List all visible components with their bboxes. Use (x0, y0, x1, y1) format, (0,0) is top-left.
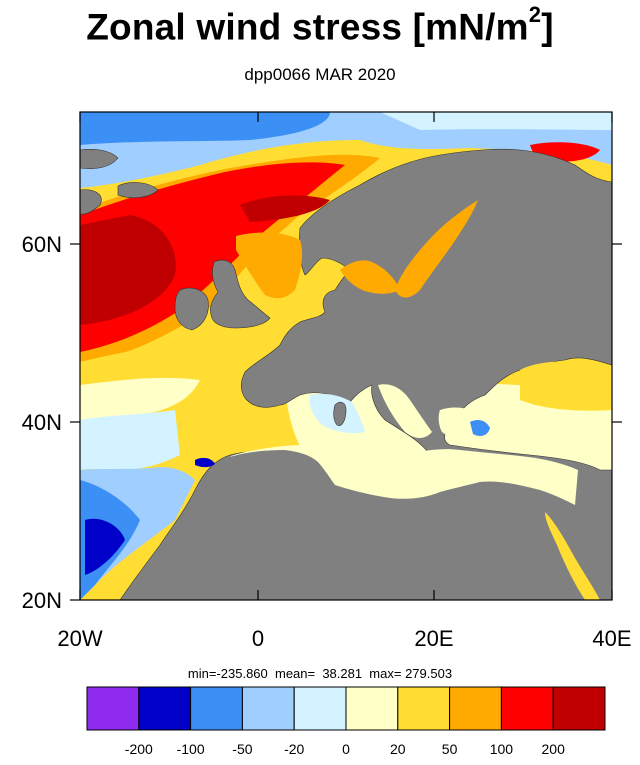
colorbar-label: 200 (542, 741, 566, 757)
north-sea-east (340, 260, 400, 294)
colorbar-label: 0 (342, 741, 350, 757)
atlantic-very-high-west (80, 215, 176, 325)
map-field (80, 112, 612, 600)
gibraltar-strong-negative (195, 457, 215, 468)
red-sea (545, 512, 600, 600)
colorbar-label: 100 (490, 741, 514, 757)
north-strong-negative (80, 112, 330, 145)
x-tick-label: 40E (592, 626, 631, 651)
colorbar-label: -200 (125, 741, 153, 757)
x-tick-label: 0 (252, 626, 264, 651)
colorbar-swatch (345, 686, 399, 731)
colorbar-swatch (86, 686, 140, 731)
y-tick-label: 60N (22, 232, 62, 257)
canary-strong-negative (85, 518, 125, 575)
colorbar-swatch (449, 686, 502, 731)
colorbar: -200 -100 -50 -20 0 20 50 100 200 (86, 686, 606, 757)
colorbar-swatch (552, 686, 606, 731)
x-tick-label: 20W (57, 626, 102, 651)
plot-title: Zonal wind stress [mN/m2] (86, 2, 554, 48)
black-sea (520, 361, 602, 400)
colorbar-label: 20 (390, 741, 406, 757)
adriatic-sea (378, 384, 432, 438)
colorbar-label: -50 (232, 741, 252, 757)
atlantic-very-high-north (240, 195, 330, 222)
x-tick-label: 20E (414, 626, 453, 651)
colorbar-label: -20 (284, 741, 304, 757)
arctic-near-zero (380, 112, 612, 130)
colorbar-label: 50 (442, 741, 458, 757)
mediterranean-sea (230, 445, 578, 505)
corsica-sardinia (333, 401, 347, 426)
y-tick-label: 40N (22, 410, 62, 435)
colorbar-label: -100 (177, 741, 205, 757)
colorbar-swatch (241, 686, 295, 731)
north-sea (236, 232, 303, 299)
atlantic-near-zero (80, 410, 180, 470)
map-frame (79, 111, 613, 601)
atlantic-light-positive (80, 377, 200, 420)
field-stats: min=-235.860 mean= 38.281 max= 279.503 (187, 666, 453, 681)
colorbar-swatch (500, 686, 554, 731)
colorbar-swatch (293, 686, 347, 731)
land-mass (80, 148, 612, 600)
aegean-negative-spot (470, 420, 490, 436)
colorbar-swatch (190, 686, 243, 731)
y-tick-label: 20N (22, 588, 62, 613)
plot-subtitle: dpp0066 MAR 2020 (244, 65, 396, 84)
colorbar-swatch (397, 686, 451, 731)
baltic-sea (395, 200, 478, 298)
major-ticks (70, 112, 622, 601)
colorbar-swatch (138, 686, 192, 731)
